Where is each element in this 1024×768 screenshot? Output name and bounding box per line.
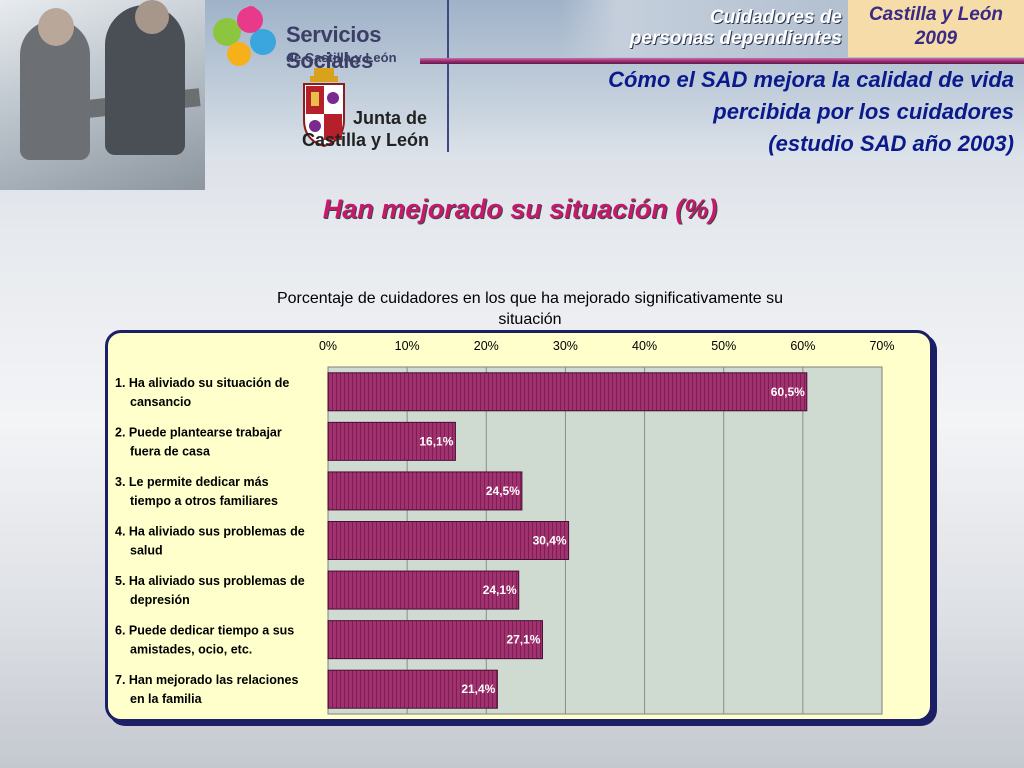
junta-title-line1: Junta de (353, 108, 428, 128)
main-heading: Han mejorado su situación (%) (322, 194, 718, 224)
region-year: 2009 (914, 28, 958, 49)
region-name: Castilla y León (868, 4, 1004, 25)
header-photo (0, 0, 205, 190)
cuidadores-line2: personas dependientes (629, 28, 842, 49)
coat-of-arms-icon (303, 68, 345, 148)
logo-area: Servicios Sociales de Castilla y León Ju… (200, 0, 450, 155)
servicios-sociales-title: Servicios Sociales (286, 22, 382, 73)
puzzle-logo-icon (213, 6, 276, 66)
photo-head-right (135, 0, 169, 34)
header-divider (447, 0, 449, 152)
header-stripe (420, 58, 1024, 64)
cuidadores-banner: Cuidadores de personas dependientes (560, 0, 848, 57)
servicios-sociales-subtitle: de Castilla y León (286, 50, 397, 65)
sad-title-line1: Cómo el SAD mejora la calidad de vida (608, 67, 1014, 92)
chart-title-line2: situación (498, 311, 562, 328)
chart-title: Porcentaje de cuidadores en los que ha m… (200, 288, 860, 330)
sad-title-line3: (estudio SAD año 2003) (768, 131, 1014, 156)
chart-title-line1: Porcentaje de cuidadores en los que ha m… (276, 290, 784, 307)
junta-title-line2: Castilla y León (302, 130, 430, 150)
cuidadores-line1: Cuidadores de (710, 7, 842, 28)
sad-study-title: Cómo el SAD mejora la calidad de vida pe… (494, 64, 1014, 160)
region-badge: Castilla y León 2009 (848, 0, 1024, 57)
chart-panel (105, 330, 933, 722)
photo-head-left (38, 8, 74, 46)
sad-title-line2: percibida por los cuidadores (713, 99, 1014, 124)
